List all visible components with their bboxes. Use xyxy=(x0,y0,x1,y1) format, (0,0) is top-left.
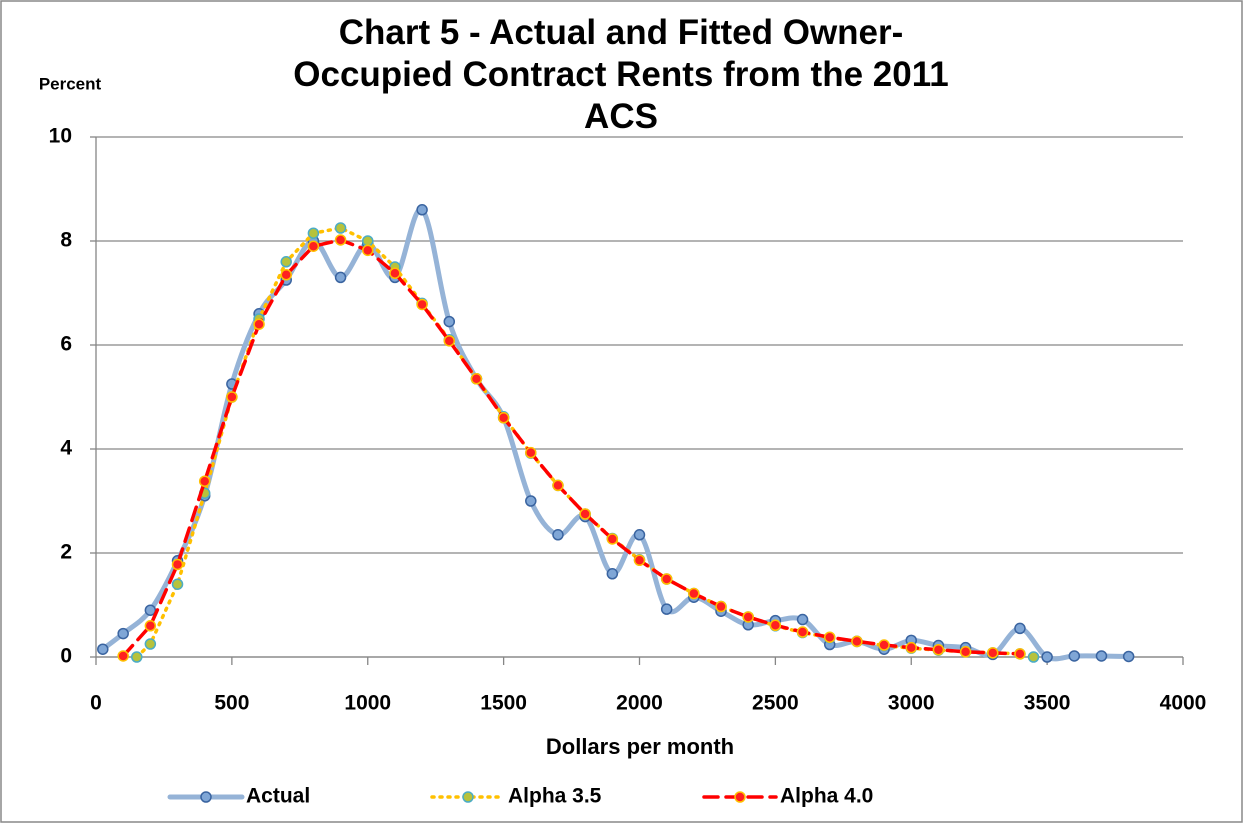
y-tick-label: 10 xyxy=(49,125,72,148)
point xyxy=(1095,650,1108,662)
legend-marker xyxy=(200,791,212,803)
point xyxy=(470,373,483,385)
point xyxy=(117,627,129,640)
legend-label: Alpha 3.5 xyxy=(508,785,602,808)
point xyxy=(769,619,782,632)
point xyxy=(959,646,972,658)
series-line xyxy=(100,207,1132,662)
point xyxy=(253,318,265,330)
chart-title: Chart 5 - Actual and Fitted Owner-Occupi… xyxy=(293,13,949,136)
point xyxy=(389,267,401,279)
point xyxy=(552,529,564,541)
point xyxy=(171,578,184,590)
point xyxy=(1027,651,1040,663)
point xyxy=(688,587,700,600)
point xyxy=(525,446,537,459)
x-tick-label: 3000 xyxy=(888,692,935,715)
point xyxy=(307,227,320,239)
y-tick-label: 6 xyxy=(60,333,72,356)
series-line xyxy=(135,226,1036,659)
point xyxy=(525,495,537,507)
point xyxy=(416,298,428,311)
point xyxy=(579,508,591,520)
point xyxy=(932,643,945,656)
legend-label: Alpha 4.0 xyxy=(780,785,873,808)
point xyxy=(334,222,347,234)
y-tick-label: 4 xyxy=(60,437,72,460)
point xyxy=(905,641,917,654)
x-tick-label: 4000 xyxy=(1160,692,1207,715)
point xyxy=(606,568,619,580)
point xyxy=(280,269,292,281)
point xyxy=(796,613,809,626)
point xyxy=(497,412,510,424)
point xyxy=(633,529,646,541)
point xyxy=(97,643,109,655)
point xyxy=(552,479,564,492)
point xyxy=(742,611,754,623)
point xyxy=(606,533,619,545)
y-tick-label: 8 xyxy=(60,229,72,252)
point xyxy=(131,651,143,663)
point xyxy=(280,256,292,268)
x-axis-label: Dollars per month xyxy=(546,734,734,759)
point xyxy=(144,638,157,650)
point xyxy=(796,626,809,638)
y-tick-label: 0 xyxy=(60,645,72,668)
point xyxy=(633,554,646,567)
point xyxy=(334,271,347,284)
point xyxy=(660,603,673,615)
point xyxy=(443,315,456,328)
x-tick-label: 1000 xyxy=(344,692,391,715)
point xyxy=(117,650,129,662)
y-tick-label: 2 xyxy=(60,541,72,564)
point xyxy=(334,234,347,246)
point xyxy=(1041,651,1053,663)
x-tick-label: 0 xyxy=(90,692,102,715)
point xyxy=(987,647,999,659)
legend-label: Actual xyxy=(246,785,310,808)
x-tick-label: 1500 xyxy=(480,692,527,715)
point xyxy=(443,335,456,347)
point xyxy=(1122,650,1135,663)
x-tick-label: 500 xyxy=(214,692,249,715)
legend-marker xyxy=(734,791,746,803)
point xyxy=(416,204,428,216)
point xyxy=(660,573,673,585)
x-tick-label: 2500 xyxy=(752,692,799,715)
x-tick-label: 3500 xyxy=(1024,692,1071,715)
x-tick-label: 2000 xyxy=(616,692,663,715)
point xyxy=(307,240,320,252)
y-axis-label: Percent xyxy=(39,74,102,93)
point xyxy=(715,600,727,613)
point xyxy=(362,235,374,247)
point xyxy=(1068,650,1081,662)
point xyxy=(823,631,836,643)
series-line xyxy=(121,238,1022,658)
point xyxy=(1014,622,1026,635)
point xyxy=(362,244,374,257)
point xyxy=(226,391,238,403)
point xyxy=(171,558,184,571)
point xyxy=(1014,648,1026,660)
point xyxy=(878,639,890,651)
point xyxy=(144,620,157,632)
point xyxy=(851,635,863,648)
point xyxy=(198,475,211,487)
legend-marker xyxy=(462,791,474,803)
